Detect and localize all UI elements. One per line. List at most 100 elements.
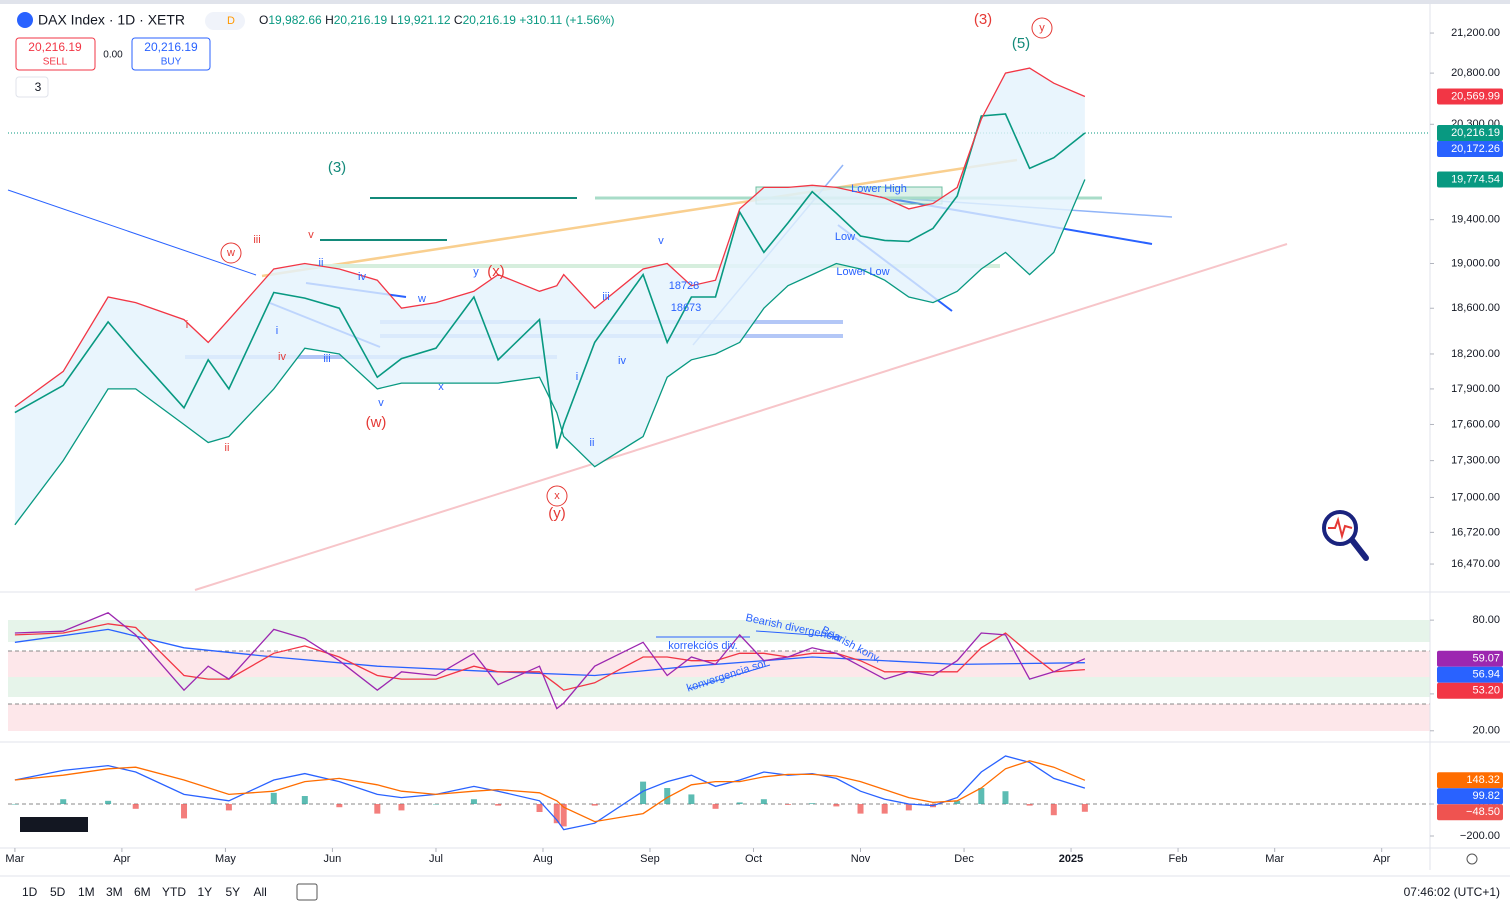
annotation: x — [554, 490, 560, 502]
y-tick-label: 17,600.00 — [1451, 418, 1500, 430]
status-badge: D — [227, 15, 235, 27]
x-tick-label: 2025 — [1059, 853, 1083, 865]
y-tick-label: 21,200.00 — [1451, 27, 1500, 39]
histogram-bar — [536, 804, 543, 813]
range-button[interactable]: 6M — [134, 885, 151, 899]
annotation: i — [276, 325, 278, 337]
histogram-bar — [270, 792, 277, 805]
x-tick-label: Apr — [113, 853, 130, 865]
histogram-bar — [736, 802, 743, 805]
annotation: (3) — [328, 159, 346, 176]
annotation: v — [378, 397, 384, 409]
price-tag-label: 20,216.19 — [1451, 127, 1500, 139]
annotation: w — [226, 247, 235, 259]
price-tag-label: 148.32 — [1466, 774, 1500, 786]
magnifier-icon — [1322, 510, 1369, 561]
histogram-bar — [809, 803, 816, 805]
annotation: iv — [278, 351, 286, 363]
buy-price: 20,216.19 — [144, 40, 198, 54]
footer: 07:46:02 (UTC+1) 1D 5D 1M 3M 6M YTD 1Y 5Y All — [22, 883, 1500, 901]
ohlc-label: H — [325, 13, 334, 27]
date-range-icon[interactable] — [296, 883, 318, 901]
range-button[interactable]: 5D — [50, 885, 66, 899]
symbol[interactable]: DAX Index · 1D · XETR — [38, 12, 185, 28]
histogram-bar — [560, 804, 567, 827]
annotation: i — [576, 371, 578, 383]
histogram-bar — [11, 804, 18, 805]
range-button[interactable]: YTD — [162, 885, 186, 899]
tv-logo — [20, 817, 88, 832]
price-tag — [1437, 650, 1503, 667]
histogram-bar — [833, 804, 840, 807]
price-tag — [1437, 772, 1503, 789]
histogram-bar — [978, 788, 985, 805]
annotation: 18673 — [671, 302, 702, 314]
x-tick-label: Mar — [1265, 853, 1284, 865]
range-button[interactable]: All — [254, 885, 267, 899]
histogram-bar — [398, 804, 405, 811]
status-pill — [205, 12, 245, 30]
ohlc-value: 20,216.19 — [334, 13, 388, 27]
price-tag-label: 20,172.26 — [1451, 143, 1500, 155]
y-tick-label: 17,000.00 — [1451, 491, 1500, 503]
y-tick-label: 19,000.00 — [1451, 257, 1500, 269]
price-tag-label: 19,774.54 — [1451, 173, 1500, 185]
histogram-bar — [1026, 804, 1033, 806]
y-tick-label: 20,300.00 — [1451, 118, 1500, 130]
range-button[interactable]: 1D — [22, 885, 38, 899]
indicators-toggle[interactable] — [15, 76, 49, 98]
histogram-bar — [1002, 791, 1009, 805]
range-button[interactable]: 1Y — [198, 885, 213, 899]
histogram-bar — [712, 804, 719, 809]
annotation: (w) — [366, 414, 387, 431]
annotation: Low — [835, 231, 855, 243]
price-tag — [1437, 666, 1503, 683]
ohlc-label: C — [454, 13, 463, 27]
price-tag-label: 99.82 — [1472, 790, 1500, 802]
histogram-bar — [132, 804, 139, 809]
histogram-bar — [225, 804, 232, 811]
range-button[interactable]: 3M — [106, 885, 123, 899]
annotation: ii — [319, 257, 324, 269]
histogram-bar — [432, 804, 439, 805]
annotation: v — [308, 229, 314, 241]
price-tag — [1437, 88, 1503, 105]
price-tag — [1437, 140, 1503, 157]
y-tick-label: 20,800.00 — [1451, 67, 1500, 79]
histogram-bar — [857, 804, 864, 814]
annotation: iii — [602, 291, 609, 303]
annotation: x — [438, 381, 444, 393]
histogram-bar — [591, 804, 598, 806]
x-tick-label: Jun — [324, 853, 342, 865]
range-button[interactable]: 1M — [78, 885, 95, 899]
histogram-bar — [1050, 804, 1057, 816]
x-tick-label: Feb — [1169, 853, 1188, 865]
x-tick-label: Nov — [851, 853, 871, 865]
series-line — [14, 113, 1086, 449]
y-tick-label: 17,300.00 — [1451, 455, 1500, 467]
histogram-bar — [374, 804, 381, 814]
top-border — [0, 0, 1510, 4]
histogram-bar — [495, 804, 502, 806]
x-tick-label: Aug — [533, 853, 553, 865]
ohlc-label: L — [390, 13, 397, 27]
ohlc: O19,982.66 H20,216.19 L19,921.12 C20,216… — [259, 13, 615, 27]
buy-button[interactable] — [131, 37, 211, 71]
series-line — [14, 760, 1086, 823]
sell-button[interactable] — [15, 37, 96, 71]
histogram-bar — [905, 804, 912, 811]
price-tag-label: 20,569.99 — [1451, 90, 1500, 102]
annotation: (5) — [1012, 35, 1030, 52]
x-tick-label: May — [215, 853, 236, 865]
series-line — [14, 755, 1086, 831]
settings-icon[interactable] — [1466, 853, 1478, 865]
clock: 07:46:02 (UTC+1) — [1404, 885, 1500, 899]
annotation: 18728 — [669, 280, 700, 292]
range-button[interactable]: 5Y — [226, 885, 241, 899]
wave-circle — [1031, 17, 1053, 39]
price-tag — [1437, 682, 1503, 699]
y-tick-label: 19,400.00 — [1451, 214, 1500, 226]
histogram-bar — [688, 794, 695, 805]
sell-price: 20,216.19 — [28, 40, 82, 54]
